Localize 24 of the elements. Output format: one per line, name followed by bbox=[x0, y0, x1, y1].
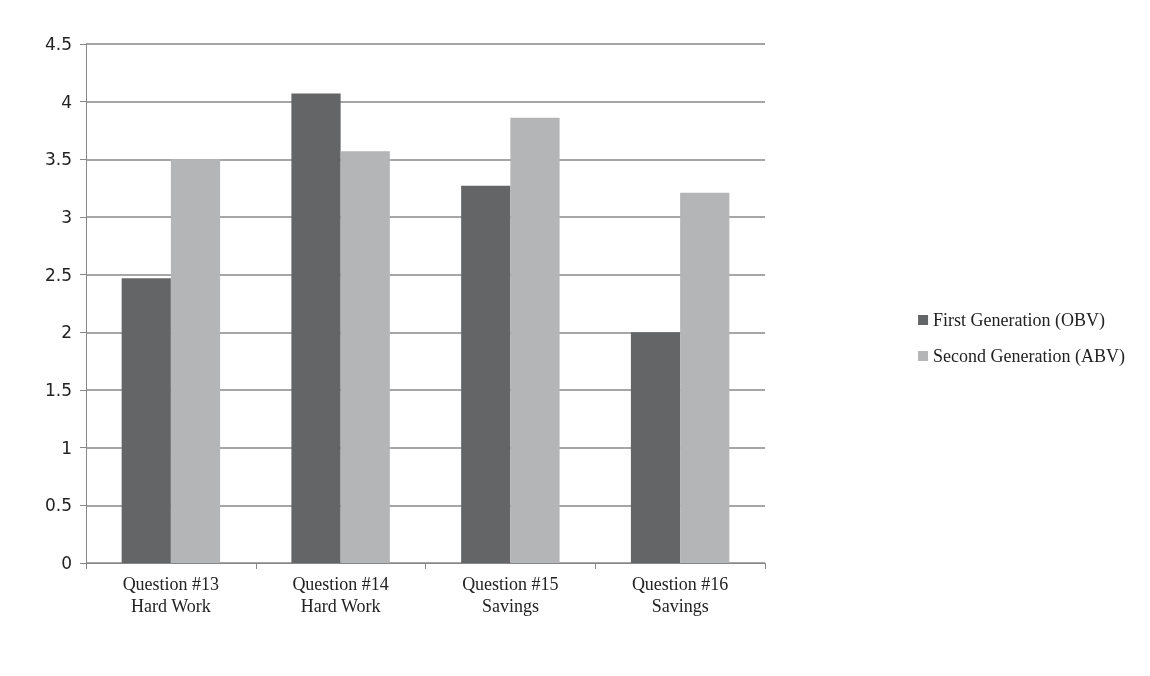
bar bbox=[340, 151, 390, 563]
y-tick-label: 0.5 bbox=[44, 495, 72, 516]
legend-label: Second Generation (ABV) bbox=[933, 346, 1126, 367]
bar bbox=[170, 159, 221, 563]
y-tick-label: 1.5 bbox=[44, 380, 72, 400]
y-tick-label: 3 bbox=[61, 207, 72, 227]
x-tick-label: Question #16 Savings bbox=[631, 574, 729, 616]
bar bbox=[461, 185, 511, 563]
bar bbox=[680, 192, 730, 563]
x-tick-label: Question #14 Hard Work bbox=[292, 574, 389, 616]
bar bbox=[630, 332, 681, 563]
y-tick-label: 2 bbox=[61, 322, 72, 343]
y-tick-label: 0 bbox=[61, 553, 72, 573]
bar bbox=[121, 278, 171, 563]
y-tick-label: 4.5 bbox=[44, 34, 72, 54]
y-tick-label: 4 bbox=[61, 91, 72, 112]
x-tick-label: Question #15 Savings bbox=[462, 574, 559, 616]
legend-label: First Generation (OBV) bbox=[933, 310, 1106, 331]
x-tick-label: Question #13 Hard Work bbox=[122, 574, 220, 616]
y-tick-label: 2.5 bbox=[44, 264, 72, 285]
y-tick-label: 3.5 bbox=[44, 149, 72, 170]
y-tick-label: 1 bbox=[61, 437, 72, 458]
bar bbox=[291, 93, 341, 563]
bar bbox=[510, 117, 560, 563]
